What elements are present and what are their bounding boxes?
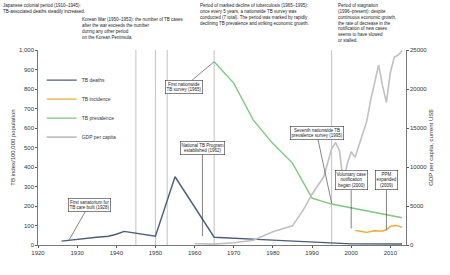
svg-text:TB index/100,000 population: TB index/100,000 population (10, 109, 16, 185)
svg-text:TB prevalence: TB prevalence (82, 115, 114, 121)
svg-text:Korean War (1950–1953): the nu: Korean War (1950–1953): the number of TB… (82, 17, 184, 40)
svg-text:0: 0 (410, 242, 414, 248)
svg-text:GDP per capita: GDP per capita (82, 134, 116, 140)
svg-text:First sanatorium forTB care bu: First sanatorium forTB care built (1928) (70, 200, 110, 211)
svg-text:National TB Programestablished: National TB Programestablished (1962) (182, 143, 224, 154)
svg-text:Seventh nationwide TBprevalenc: Seventh nationwide TBprevalence survey (… (292, 128, 343, 139)
svg-text:1980: 1980 (266, 250, 280, 256)
svg-text:Japanese colonial period (1910: Japanese colonial period (1910–1945):TB-… (3, 3, 85, 14)
svg-text:200: 200 (24, 203, 35, 209)
svg-text:1950: 1950 (149, 250, 163, 256)
svg-text:1970: 1970 (227, 250, 241, 256)
svg-text:1,000: 1,000 (19, 47, 35, 53)
svg-text:20000: 20000 (410, 86, 427, 92)
svg-text:1990: 1990 (305, 250, 319, 256)
svg-text:Period of marked decline of tu: Period of marked decline of tuberculosis… (200, 3, 309, 26)
svg-text:700: 700 (24, 106, 35, 112)
svg-text:500: 500 (24, 145, 35, 151)
svg-text:Voluntary casenotificationbega: Voluntary casenotificationbegan (2000) (337, 172, 367, 189)
svg-text:100: 100 (24, 223, 35, 229)
svg-text:10000: 10000 (410, 164, 427, 170)
svg-text:1960: 1960 (188, 250, 202, 256)
svg-text:First nationwideTB survey (196: First nationwideTB survey (1965) (167, 82, 202, 93)
svg-text:PPMexpanded(2009): PPMexpanded(2009) (377, 172, 397, 189)
svg-text:1920: 1920 (31, 250, 45, 256)
svg-text:5000: 5000 (410, 203, 424, 209)
svg-text:2010: 2010 (384, 250, 398, 256)
svg-text:1930: 1930 (70, 250, 84, 256)
svg-text:0: 0 (31, 242, 35, 248)
svg-text:1940: 1940 (110, 250, 124, 256)
svg-text:600: 600 (24, 125, 35, 131)
svg-text:25000: 25000 (410, 47, 427, 53)
svg-text:800: 800 (24, 86, 35, 92)
svg-text:15000: 15000 (410, 125, 427, 131)
svg-text:300: 300 (24, 184, 35, 190)
svg-text:TB deaths: TB deaths (82, 77, 105, 83)
svg-text:TB incidence: TB incidence (82, 96, 111, 102)
svg-text:900: 900 (24, 67, 35, 73)
svg-text:400: 400 (24, 164, 35, 170)
svg-text:2000: 2000 (345, 250, 359, 256)
svg-text:GDP per capita, current US$: GDP per capita, current US$ (428, 109, 434, 186)
svg-text:Period of stagnation(1996–pres: Period of stagnation(1996–present): desp… (338, 3, 396, 43)
